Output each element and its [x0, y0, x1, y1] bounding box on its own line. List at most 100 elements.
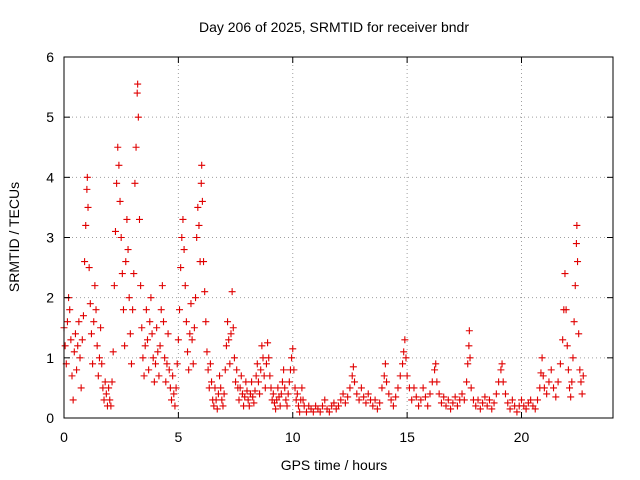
data-point — [70, 348, 78, 356]
data-point — [335, 402, 342, 410]
data-point — [119, 306, 127, 314]
data-point — [180, 246, 188, 254]
data-point — [179, 215, 187, 223]
data-point — [131, 179, 139, 187]
data-point — [75, 318, 83, 326]
data-point — [150, 378, 158, 386]
data-point — [162, 378, 170, 386]
data-point — [563, 342, 571, 350]
data-point — [184, 348, 192, 356]
plot-frame — [63, 56, 614, 419]
data-point — [284, 390, 292, 398]
data-point — [192, 294, 200, 302]
data-point — [371, 396, 379, 404]
data-point — [257, 366, 265, 374]
data-point — [392, 393, 400, 401]
y-tick-label: 6 — [46, 49, 54, 65]
data-point — [344, 393, 352, 401]
data-point — [410, 384, 418, 392]
data-point — [170, 390, 178, 398]
data-point — [63, 318, 71, 326]
data-point — [193, 234, 201, 241]
data-point — [321, 396, 329, 404]
data-point — [95, 354, 103, 362]
data-point — [73, 366, 81, 374]
data-point — [481, 393, 489, 401]
data-point — [157, 306, 165, 314]
data-point — [107, 402, 115, 410]
data-point — [97, 324, 105, 332]
data-point — [236, 384, 244, 392]
data-point — [318, 402, 326, 410]
x-tick-label: 0 — [60, 429, 68, 445]
data-point — [189, 360, 197, 368]
data-point — [274, 384, 282, 392]
data-point — [522, 405, 530, 413]
data-point — [276, 402, 284, 410]
data-point — [346, 384, 354, 392]
data-point — [201, 288, 209, 296]
data-point — [105, 384, 113, 392]
data-point — [337, 396, 345, 404]
data-point — [444, 396, 452, 404]
data-point — [571, 282, 579, 290]
data-point — [288, 354, 296, 362]
data-point — [102, 390, 110, 398]
y-tick-label: 3 — [46, 230, 54, 246]
data-point — [152, 360, 159, 368]
data-point — [232, 378, 240, 386]
data-point — [269, 390, 277, 398]
data-point — [401, 336, 409, 344]
data-point — [576, 366, 584, 374]
data-point — [141, 342, 149, 350]
data-point — [278, 378, 286, 386]
data-point — [181, 282, 189, 290]
data-point — [426, 390, 434, 398]
data-point — [219, 402, 227, 410]
data-point — [498, 360, 506, 368]
axis-ticks: 0 1 2 3 4 5 6 0 5 10 15 20 — [46, 49, 613, 445]
data-point — [124, 246, 132, 254]
data-point — [483, 402, 491, 410]
data-point — [463, 378, 471, 386]
data-point — [577, 378, 585, 386]
data-point — [202, 318, 210, 326]
data-point — [156, 342, 164, 350]
data-point — [252, 372, 260, 380]
data-point — [453, 402, 461, 410]
data-point — [149, 354, 157, 362]
data-point — [169, 372, 177, 380]
data-point — [550, 384, 558, 392]
data-point — [155, 372, 163, 380]
data-point — [244, 396, 252, 404]
chart-title: Day 206 of 2025, SRMTID for receiver bnd… — [199, 19, 469, 35]
data-points — [60, 80, 587, 416]
data-point — [567, 393, 575, 401]
data-point — [82, 221, 90, 229]
grid — [64, 57, 613, 418]
data-point — [289, 345, 297, 353]
data-point — [123, 215, 131, 223]
data-point — [564, 366, 572, 374]
data-point — [479, 399, 487, 407]
data-point — [373, 405, 381, 413]
data-point — [490, 399, 498, 407]
data-point — [381, 360, 389, 368]
data-point — [83, 173, 91, 181]
x-tick-label: 5 — [174, 429, 182, 445]
data-point — [566, 384, 574, 392]
data-point — [360, 393, 368, 401]
data-point — [122, 258, 130, 266]
data-point — [518, 396, 525, 404]
data-point — [290, 366, 298, 374]
data-point — [213, 405, 221, 413]
data-point — [266, 372, 274, 380]
data-point — [339, 390, 347, 398]
data-point — [499, 378, 507, 386]
data-point — [129, 306, 137, 314]
data-point — [109, 348, 117, 356]
data-point — [248, 378, 256, 386]
data-point — [380, 372, 388, 380]
y-axis-label: SRMTID / TECUs — [6, 182, 22, 292]
data-point — [325, 408, 333, 416]
